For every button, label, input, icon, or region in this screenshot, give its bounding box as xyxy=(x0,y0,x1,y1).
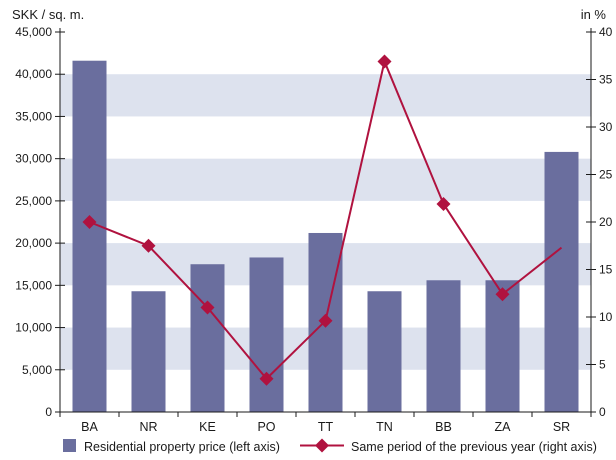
grid-band xyxy=(60,158,591,201)
bar-NR xyxy=(131,291,166,412)
left-tick-label: 25,000 xyxy=(15,194,52,208)
category-label-BB: BB xyxy=(435,420,452,434)
left-tick-label: 15,000 xyxy=(15,278,52,292)
bar-ZA xyxy=(485,280,520,412)
category-label-TT: TT xyxy=(318,420,334,434)
bar-KE xyxy=(190,264,225,412)
right-tick-label: 5 xyxy=(599,358,606,372)
line-marker-NR xyxy=(141,238,156,253)
category-label-PO: PO xyxy=(257,420,275,434)
left-tick-label: 10,000 xyxy=(15,321,52,335)
bar-series xyxy=(72,60,579,412)
right-tick-label: 40 xyxy=(599,25,613,39)
grid-band xyxy=(60,74,591,117)
right-tick-label: 10 xyxy=(599,310,613,324)
line-series xyxy=(82,54,563,386)
category-label-SR: SR xyxy=(553,420,570,434)
line-marker-ZA xyxy=(495,287,510,302)
left-tick-label: 20,000 xyxy=(15,236,52,250)
right-tick-label: 25 xyxy=(599,168,613,182)
left-tick-label: 35,000 xyxy=(15,109,52,123)
line-marker-PO xyxy=(259,371,274,386)
right-tick-label: 15 xyxy=(599,263,613,277)
axes xyxy=(55,28,596,417)
left-axis-unit: SKK / sq. m. xyxy=(12,7,84,22)
right-tick-label: 35 xyxy=(599,73,613,87)
left-tick-label: 40,000 xyxy=(15,67,52,81)
left-tick-label: 30,000 xyxy=(15,152,52,166)
left-tick-label: 45,000 xyxy=(15,25,52,39)
bar-SR xyxy=(544,151,579,412)
right-tick-label: 20 xyxy=(599,215,613,229)
right-axis-unit: in % xyxy=(581,7,607,22)
axis-labels: 0 5,000 10,000 15,000 20,000 25,000 30,000 35,0… xyxy=(15,25,612,434)
legend-label-bar: Residential property price (left axis) xyxy=(84,440,280,454)
bar-TN xyxy=(367,291,402,412)
line-marker-KE xyxy=(200,300,215,315)
legend-label-line: Same period of the previous year (right … xyxy=(351,440,597,454)
bar-BA xyxy=(72,60,107,412)
left-tick-label: 5,000 xyxy=(22,363,52,377)
line-marker-BB xyxy=(436,196,451,211)
category-label-NR: NR xyxy=(139,420,157,434)
line-marker-BA xyxy=(82,215,97,229)
bar-BB xyxy=(426,280,461,412)
line-marker-TT xyxy=(318,313,333,328)
legend-swatch-marker xyxy=(315,438,329,453)
bar-PO xyxy=(249,257,284,412)
line-marker-TN xyxy=(377,54,392,69)
right-tick-label: 0 xyxy=(599,405,606,419)
category-label-KE: KE xyxy=(199,420,216,434)
legend-swatch-bar xyxy=(63,439,76,452)
left-tick-label: 0 xyxy=(45,405,52,419)
legend: Residential property price (left axis) S… xyxy=(63,438,597,454)
category-label-TN: TN xyxy=(376,420,393,434)
category-label-BA: BA xyxy=(81,420,98,434)
right-tick-label: 30 xyxy=(599,120,613,134)
category-label-ZA: ZA xyxy=(495,420,512,434)
